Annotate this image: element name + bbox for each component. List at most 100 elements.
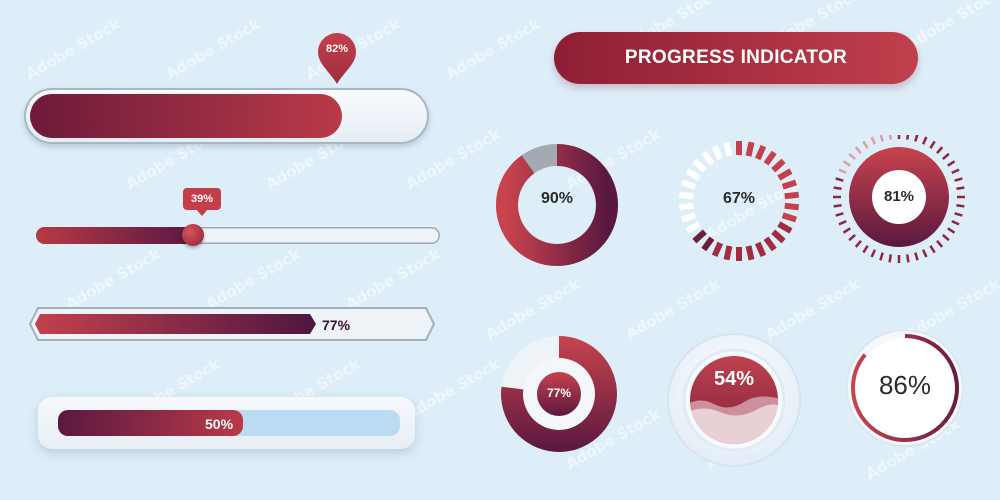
gauge-segment (692, 229, 707, 244)
gauge-segment (771, 158, 786, 173)
gauge-segment (784, 202, 799, 211)
slider-handle[interactable] (182, 224, 204, 246)
gauge-tick (888, 254, 892, 263)
gauge-segment (679, 202, 694, 211)
gauge-tick (951, 219, 960, 226)
gauge-tick (879, 135, 884, 142)
page-title: PROGRESS INDICATOR (554, 32, 918, 84)
gauge-tick (862, 245, 869, 254)
thin-ring-gauge (846, 330, 964, 447)
gauge-segment (679, 191, 694, 200)
segmented-gauge (679, 141, 799, 261)
gauge-segment (701, 150, 715, 166)
gauge-tick (906, 254, 910, 263)
gauge-tick (951, 168, 960, 175)
gauge-tick (947, 160, 956, 167)
gauge-segment (745, 245, 755, 261)
gauge-segment (745, 141, 755, 157)
gauge-tick (906, 135, 910, 140)
gauge-segment (784, 191, 799, 200)
gauge-tick (929, 245, 936, 254)
gauge-segment (763, 236, 777, 252)
progress-bar-pin-fill (30, 94, 342, 138)
slider-fill (36, 227, 194, 244)
stock-id: #603945458 (0, 217, 3, 343)
gauge-tick (914, 252, 919, 261)
gauge-segment (754, 144, 767, 161)
gauge-tick (848, 152, 856, 160)
ticked-gauge (833, 135, 965, 263)
wave-gauge-value: 54% (713, 368, 755, 390)
gauge-tick (835, 212, 844, 217)
watermark-text: Adobe Stock (342, 244, 444, 314)
gauge-segment (723, 141, 733, 157)
ring-gauge (496, 144, 618, 266)
progress-bar-arrow (28, 307, 436, 341)
gauge-segment (692, 158, 707, 173)
gauge-segment (711, 241, 724, 258)
thin-ring-value: 86% (878, 370, 932, 400)
gauge-segment (685, 221, 701, 234)
gauge-tick (842, 160, 851, 167)
arrow-bar-value-label: 77% (322, 317, 351, 333)
watermark-text: Adobe Stock (202, 244, 304, 314)
progress-bar-card-fill (58, 410, 243, 436)
gauge-tick (929, 140, 936, 149)
watermark-text: Adobe Stock (162, 14, 264, 84)
gauge-tick (870, 136, 877, 145)
segmented-gauge-value: 67% (722, 190, 756, 207)
gauge-tick (921, 136, 928, 145)
gauge-tick (879, 252, 884, 261)
watermark-text: Adobe Stock (62, 244, 164, 314)
gauge-tick (842, 227, 851, 234)
gauge-tick (854, 240, 862, 248)
pie-gauge-value: 77% (546, 386, 572, 400)
gauge-segment (754, 241, 767, 258)
gauge-segment (781, 212, 797, 223)
gauge-tick (936, 240, 944, 248)
map-pin-icon (318, 33, 356, 84)
gauge-tick (956, 204, 965, 208)
gauge-tick (888, 135, 892, 140)
pin-value-label: 82% (325, 43, 349, 55)
gauge-tick (838, 219, 847, 226)
gauge-tick (936, 146, 944, 154)
gauge-tick (954, 212, 963, 217)
gauge-tick (947, 227, 956, 234)
gauge-segment (763, 150, 777, 166)
gauge-tick (921, 249, 928, 258)
gauge-tick (954, 177, 963, 182)
gauge-tick (835, 177, 844, 182)
slider-value-tag: 39% (183, 188, 221, 210)
gauge-segment (723, 245, 733, 261)
ticked-gauge-value: 81% (883, 188, 915, 205)
gauge-tick (870, 249, 877, 258)
gauge-tick (848, 234, 856, 242)
gauge-tick (862, 140, 869, 149)
gauge-tick (942, 152, 950, 160)
gauge-segment (781, 179, 797, 190)
gauge-tick (833, 186, 842, 190)
gauge-segment (681, 212, 697, 223)
gauge-segment (685, 168, 701, 181)
watermark-text: Adobe Stock (402, 354, 504, 424)
gauge-segment (701, 236, 715, 252)
gauge-tick (942, 234, 950, 242)
card-bar-value-label: 50% (205, 416, 234, 432)
gauge-tick (854, 146, 862, 154)
gauge-segment (711, 144, 724, 161)
gauge-tick (838, 168, 847, 175)
gauge-segment (681, 179, 697, 190)
wave-gauge (667, 333, 801, 467)
gauge-segment (771, 229, 786, 244)
pie-gauge (501, 336, 617, 452)
gauge-tick (914, 135, 919, 142)
ring-gauge-value: 90% (540, 190, 574, 207)
gauge-segment (777, 221, 793, 234)
tag-pointer-icon (196, 209, 208, 216)
gauge-segment (777, 168, 793, 181)
watermark-text: Adobe Stock (22, 14, 124, 84)
watermark-text: Adobe Stock (902, 0, 1000, 54)
watermark-text: Adobe Stock (442, 14, 544, 84)
gauge-tick (833, 204, 842, 208)
